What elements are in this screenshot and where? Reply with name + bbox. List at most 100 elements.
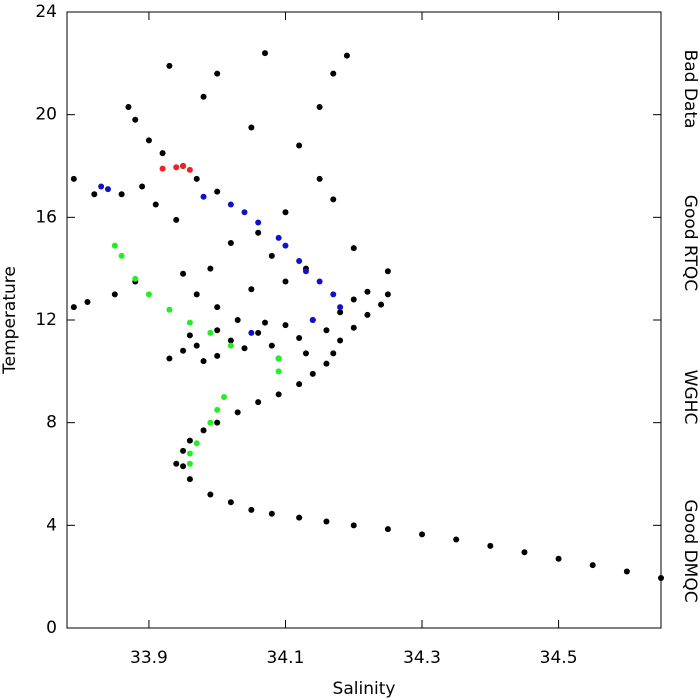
point bbox=[384, 526, 391, 533]
point bbox=[275, 368, 282, 375]
x-tick-label: 34.1 bbox=[267, 648, 305, 668]
point bbox=[180, 447, 187, 454]
point bbox=[255, 219, 262, 226]
point bbox=[296, 514, 303, 521]
point bbox=[125, 103, 132, 110]
point bbox=[145, 137, 152, 144]
point bbox=[323, 518, 330, 525]
point bbox=[419, 531, 426, 538]
legend-label: WGHC bbox=[680, 370, 700, 425]
point bbox=[193, 291, 200, 298]
point bbox=[166, 62, 173, 69]
point bbox=[173, 164, 180, 171]
y-tick-label: 16 bbox=[35, 207, 57, 227]
point bbox=[193, 175, 200, 182]
point bbox=[330, 70, 337, 77]
point bbox=[70, 175, 77, 182]
point bbox=[268, 342, 275, 349]
x-tick-label: 34.3 bbox=[403, 648, 441, 668]
point bbox=[186, 460, 193, 467]
point bbox=[214, 70, 221, 77]
point bbox=[309, 370, 316, 377]
point bbox=[262, 50, 268, 57]
point bbox=[275, 234, 282, 241]
point bbox=[521, 549, 528, 556]
point bbox=[166, 306, 173, 313]
point bbox=[296, 334, 303, 341]
point bbox=[296, 381, 303, 388]
y-tick-label: 0 bbox=[46, 618, 57, 638]
point bbox=[364, 288, 371, 295]
point bbox=[241, 209, 248, 216]
legend-label: Good RTQC bbox=[680, 195, 700, 291]
point bbox=[296, 142, 303, 149]
point bbox=[214, 327, 221, 334]
x-tick-label: 33.9 bbox=[130, 648, 168, 668]
point bbox=[350, 296, 357, 303]
point bbox=[193, 342, 200, 349]
point bbox=[268, 252, 275, 259]
point bbox=[282, 242, 289, 249]
point bbox=[104, 186, 111, 193]
point bbox=[323, 327, 330, 334]
point bbox=[207, 329, 214, 336]
point bbox=[186, 332, 193, 339]
point bbox=[180, 347, 187, 354]
point bbox=[111, 242, 118, 249]
point bbox=[186, 166, 193, 173]
point bbox=[221, 394, 228, 400]
point bbox=[200, 93, 207, 100]
point bbox=[384, 268, 391, 275]
point bbox=[91, 191, 98, 198]
point bbox=[227, 240, 234, 246]
point bbox=[337, 309, 344, 316]
point bbox=[173, 460, 180, 467]
point bbox=[193, 440, 200, 447]
point bbox=[111, 291, 118, 298]
y-tick-label: 20 bbox=[35, 105, 57, 125]
point bbox=[302, 350, 309, 357]
point bbox=[384, 291, 391, 298]
point bbox=[255, 329, 262, 336]
point bbox=[207, 491, 214, 498]
point bbox=[173, 216, 180, 223]
point bbox=[296, 257, 303, 264]
point bbox=[200, 427, 207, 434]
point bbox=[132, 116, 139, 123]
point bbox=[227, 337, 234, 344]
point bbox=[227, 201, 234, 208]
y-axis-label: Temperature bbox=[0, 266, 20, 375]
point bbox=[118, 191, 125, 198]
point bbox=[330, 350, 337, 357]
point bbox=[248, 506, 255, 513]
point bbox=[337, 304, 344, 311]
point bbox=[323, 360, 330, 367]
point bbox=[343, 52, 350, 59]
point bbox=[98, 183, 105, 190]
point bbox=[166, 355, 173, 362]
point bbox=[658, 574, 664, 581]
point bbox=[234, 317, 241, 323]
point bbox=[262, 319, 268, 326]
point bbox=[282, 209, 289, 216]
point bbox=[145, 291, 152, 298]
legend-label: Bad Data bbox=[680, 50, 700, 129]
point bbox=[309, 317, 316, 323]
point bbox=[152, 201, 159, 208]
point bbox=[282, 322, 289, 329]
point bbox=[487, 542, 494, 549]
point bbox=[255, 399, 262, 406]
point bbox=[275, 391, 282, 398]
x-axis-label: Salinity bbox=[333, 679, 396, 699]
point bbox=[200, 193, 207, 200]
point bbox=[227, 342, 234, 349]
point bbox=[186, 437, 193, 444]
point bbox=[180, 163, 187, 169]
point bbox=[234, 409, 241, 416]
point bbox=[207, 419, 214, 426]
point bbox=[214, 406, 221, 413]
y-tick-label: 12 bbox=[35, 310, 57, 330]
point bbox=[214, 188, 221, 195]
point bbox=[186, 319, 193, 326]
